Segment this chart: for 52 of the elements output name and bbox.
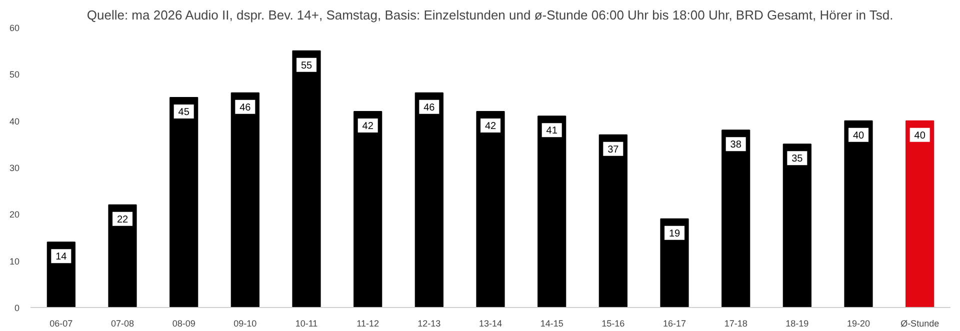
bar [354,111,382,308]
bar [170,97,198,308]
x-tick-label: 07-08 [110,318,134,328]
data-label: 38 [730,140,742,151]
data-label: 55 [300,60,312,72]
y-tick-label: 50 [9,70,20,80]
x-tick-label: 09-10 [234,318,257,328]
y-tick-label: 10 [9,256,20,266]
data-label: 42 [484,121,496,132]
data-label: 42 [362,121,374,132]
bar [722,130,750,308]
bar [660,218,689,308]
y-tick-label: 0 [14,303,20,313]
x-tick-label: 13-14 [478,318,502,328]
y-tick-label: 20 [9,210,20,220]
x-tick-label: 11-12 [356,318,380,328]
x-tick-label: 12-13 [418,318,441,328]
x-tick-label: 10-11 [295,318,318,328]
data-label: 45 [178,107,190,118]
bar [292,50,321,308]
x-tick-label: 08-09 [172,318,196,328]
x-tick-label: Ø-Stunde [900,318,940,328]
x-tick-label: 19-20 [846,318,870,328]
chart-title: Quelle: ma 2026 Audio II, dspr. Bev. 14+, Samstag, Basis: Einzelstunden und ø-Stunde 06:00 Uhr bis 18:00 Uhr, BRD Gesamt, Hörer in Tsd. [86,8,894,22]
bar [538,116,566,308]
data-label: 37 [608,144,620,156]
data-label: 19 [668,228,680,240]
y-tick-label: 60 [9,23,20,33]
y-tick-label: 30 [9,163,20,173]
bar [414,92,444,308]
x-tick-label: 17-18 [724,318,748,328]
data-label: 14 [56,252,68,263]
data-label: 35 [792,154,804,165]
bar [906,120,934,308]
x-tick-label: 06-07 [50,318,73,328]
bar [476,111,505,308]
data-label: 41 [546,126,558,137]
data-label: 40 [852,130,864,142]
bar [598,134,628,308]
bar [230,92,260,308]
x-tick-label: 14-15 [540,318,564,328]
bar [844,120,873,308]
data-label: 40 [914,130,926,142]
x-tick-label: 18-19 [786,318,809,328]
x-tick-label: 16-17 [662,318,686,328]
data-label: 22 [116,214,128,226]
data-label: 46 [240,102,252,114]
y-tick-label: 40 [9,116,20,126]
bar [108,204,137,308]
data-label: 46 [424,102,436,114]
x-tick-label: 15-16 [602,318,625,328]
bar [782,144,812,308]
